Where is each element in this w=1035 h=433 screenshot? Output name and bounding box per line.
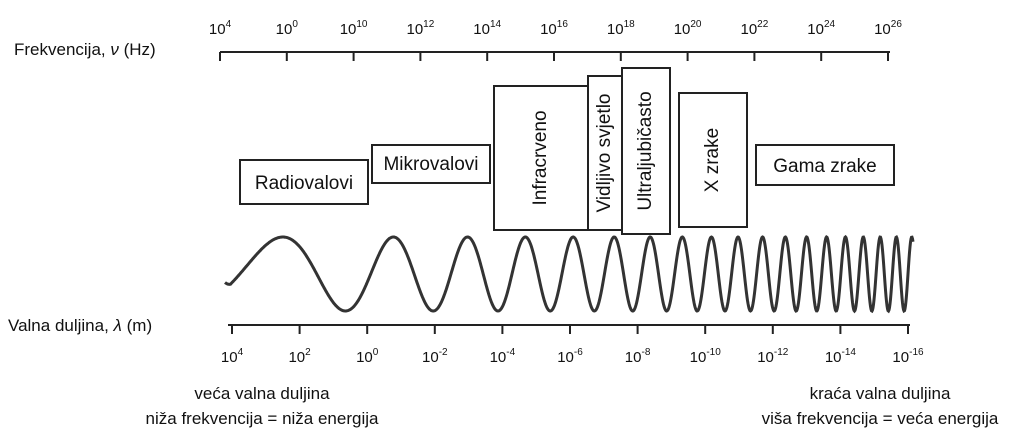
wavelength-axis-title: Valna duljina, λ (m) — [8, 316, 152, 335]
band-gamma: Gama zrake — [755, 144, 895, 186]
wavelength-tick-label: 10-10 — [690, 347, 722, 366]
frequency-axis-title: Frekvencija, ν (Hz) — [14, 40, 156, 59]
band-gamma-label: Gama zrake — [773, 156, 876, 177]
frequency-tick-label: 1026 — [874, 19, 902, 38]
footer-left-line2: niža frekvencija = niža energija — [146, 409, 379, 428]
band-radio-box — [239, 159, 369, 205]
wavelength-axis-ticks: 104 102 100 10-2 10-4 10-6 10-8 10-10 10-12 10-14… — [221, 325, 924, 366]
wavelength-tick-label: 10-14 — [825, 347, 857, 366]
wavelength-tick-label: 104 — [221, 347, 244, 366]
band-microwave: Mikrovalovi — [371, 144, 491, 184]
band-infrared-label: Infracrveno — [530, 110, 551, 205]
wavelength-tick-label: 100 — [356, 347, 379, 366]
band-gamma-box — [755, 144, 895, 186]
band-microwave-box — [371, 144, 491, 184]
wavelength-tick-label: 10-12 — [757, 347, 789, 366]
frequency-tick-label: 1010 — [340, 19, 368, 38]
band-visible-label: Vidljivo svjetlo — [594, 94, 615, 213]
band-infrared-box — [493, 85, 589, 231]
wavelength-tick-label: 10-2 — [422, 347, 448, 366]
band-radio: Radiovalovi — [239, 159, 369, 205]
band-microwave-label: Mikrovalovi — [383, 154, 478, 175]
band-ultraviolet: Ultraljubičasto — [621, 67, 671, 235]
wavelength-tick-label: 10-6 — [557, 347, 583, 366]
band-radio-label: Radiovalovi — [255, 173, 353, 194]
frequency-tick-label: 1016 — [540, 19, 568, 38]
wavelength-tick-label: 10-8 — [625, 347, 651, 366]
frequency-tick-label: 1012 — [406, 19, 434, 38]
wavelength-tick-label: 10-4 — [490, 347, 516, 366]
band-xray-box — [678, 92, 748, 228]
frequency-axis-ticks: 104 100 1010 1012 1014 1016 1018 1020 1022 1024 10… — [209, 19, 902, 61]
frequency-tick-label: 100 — [276, 19, 299, 38]
frequency-tick-label: 1014 — [473, 19, 501, 38]
band-visible: Vidljivo svjetlo — [587, 75, 623, 231]
wavelength-tick-label: 10-16 — [892, 347, 924, 366]
band-infrared: Infracrveno — [493, 85, 589, 231]
band-ultraviolet-box — [621, 67, 671, 235]
frequency-tick-label: 1018 — [607, 19, 635, 38]
wave-curve — [224, 234, 915, 314]
frequency-tick-label: 1020 — [674, 19, 702, 38]
wavelength-tick-label: 102 — [288, 347, 311, 366]
band-visible-box — [587, 75, 623, 231]
frequency-tick-label: 1022 — [740, 19, 768, 38]
footer-right-line2: viša frekvencija = veća energija — [762, 409, 999, 428]
frequency-tick-label: 104 — [209, 19, 232, 38]
band-xray: X zrake — [678, 92, 748, 228]
band-ultraviolet-label: Ultraljubičasto — [635, 91, 656, 210]
footer-right-line1: kraća valna duljina — [810, 384, 951, 403]
frequency-tick-label: 1024 — [807, 19, 835, 38]
footer-left-line1: veća valna duljina — [194, 384, 330, 403]
band-xray-label: X zrake — [702, 128, 723, 192]
